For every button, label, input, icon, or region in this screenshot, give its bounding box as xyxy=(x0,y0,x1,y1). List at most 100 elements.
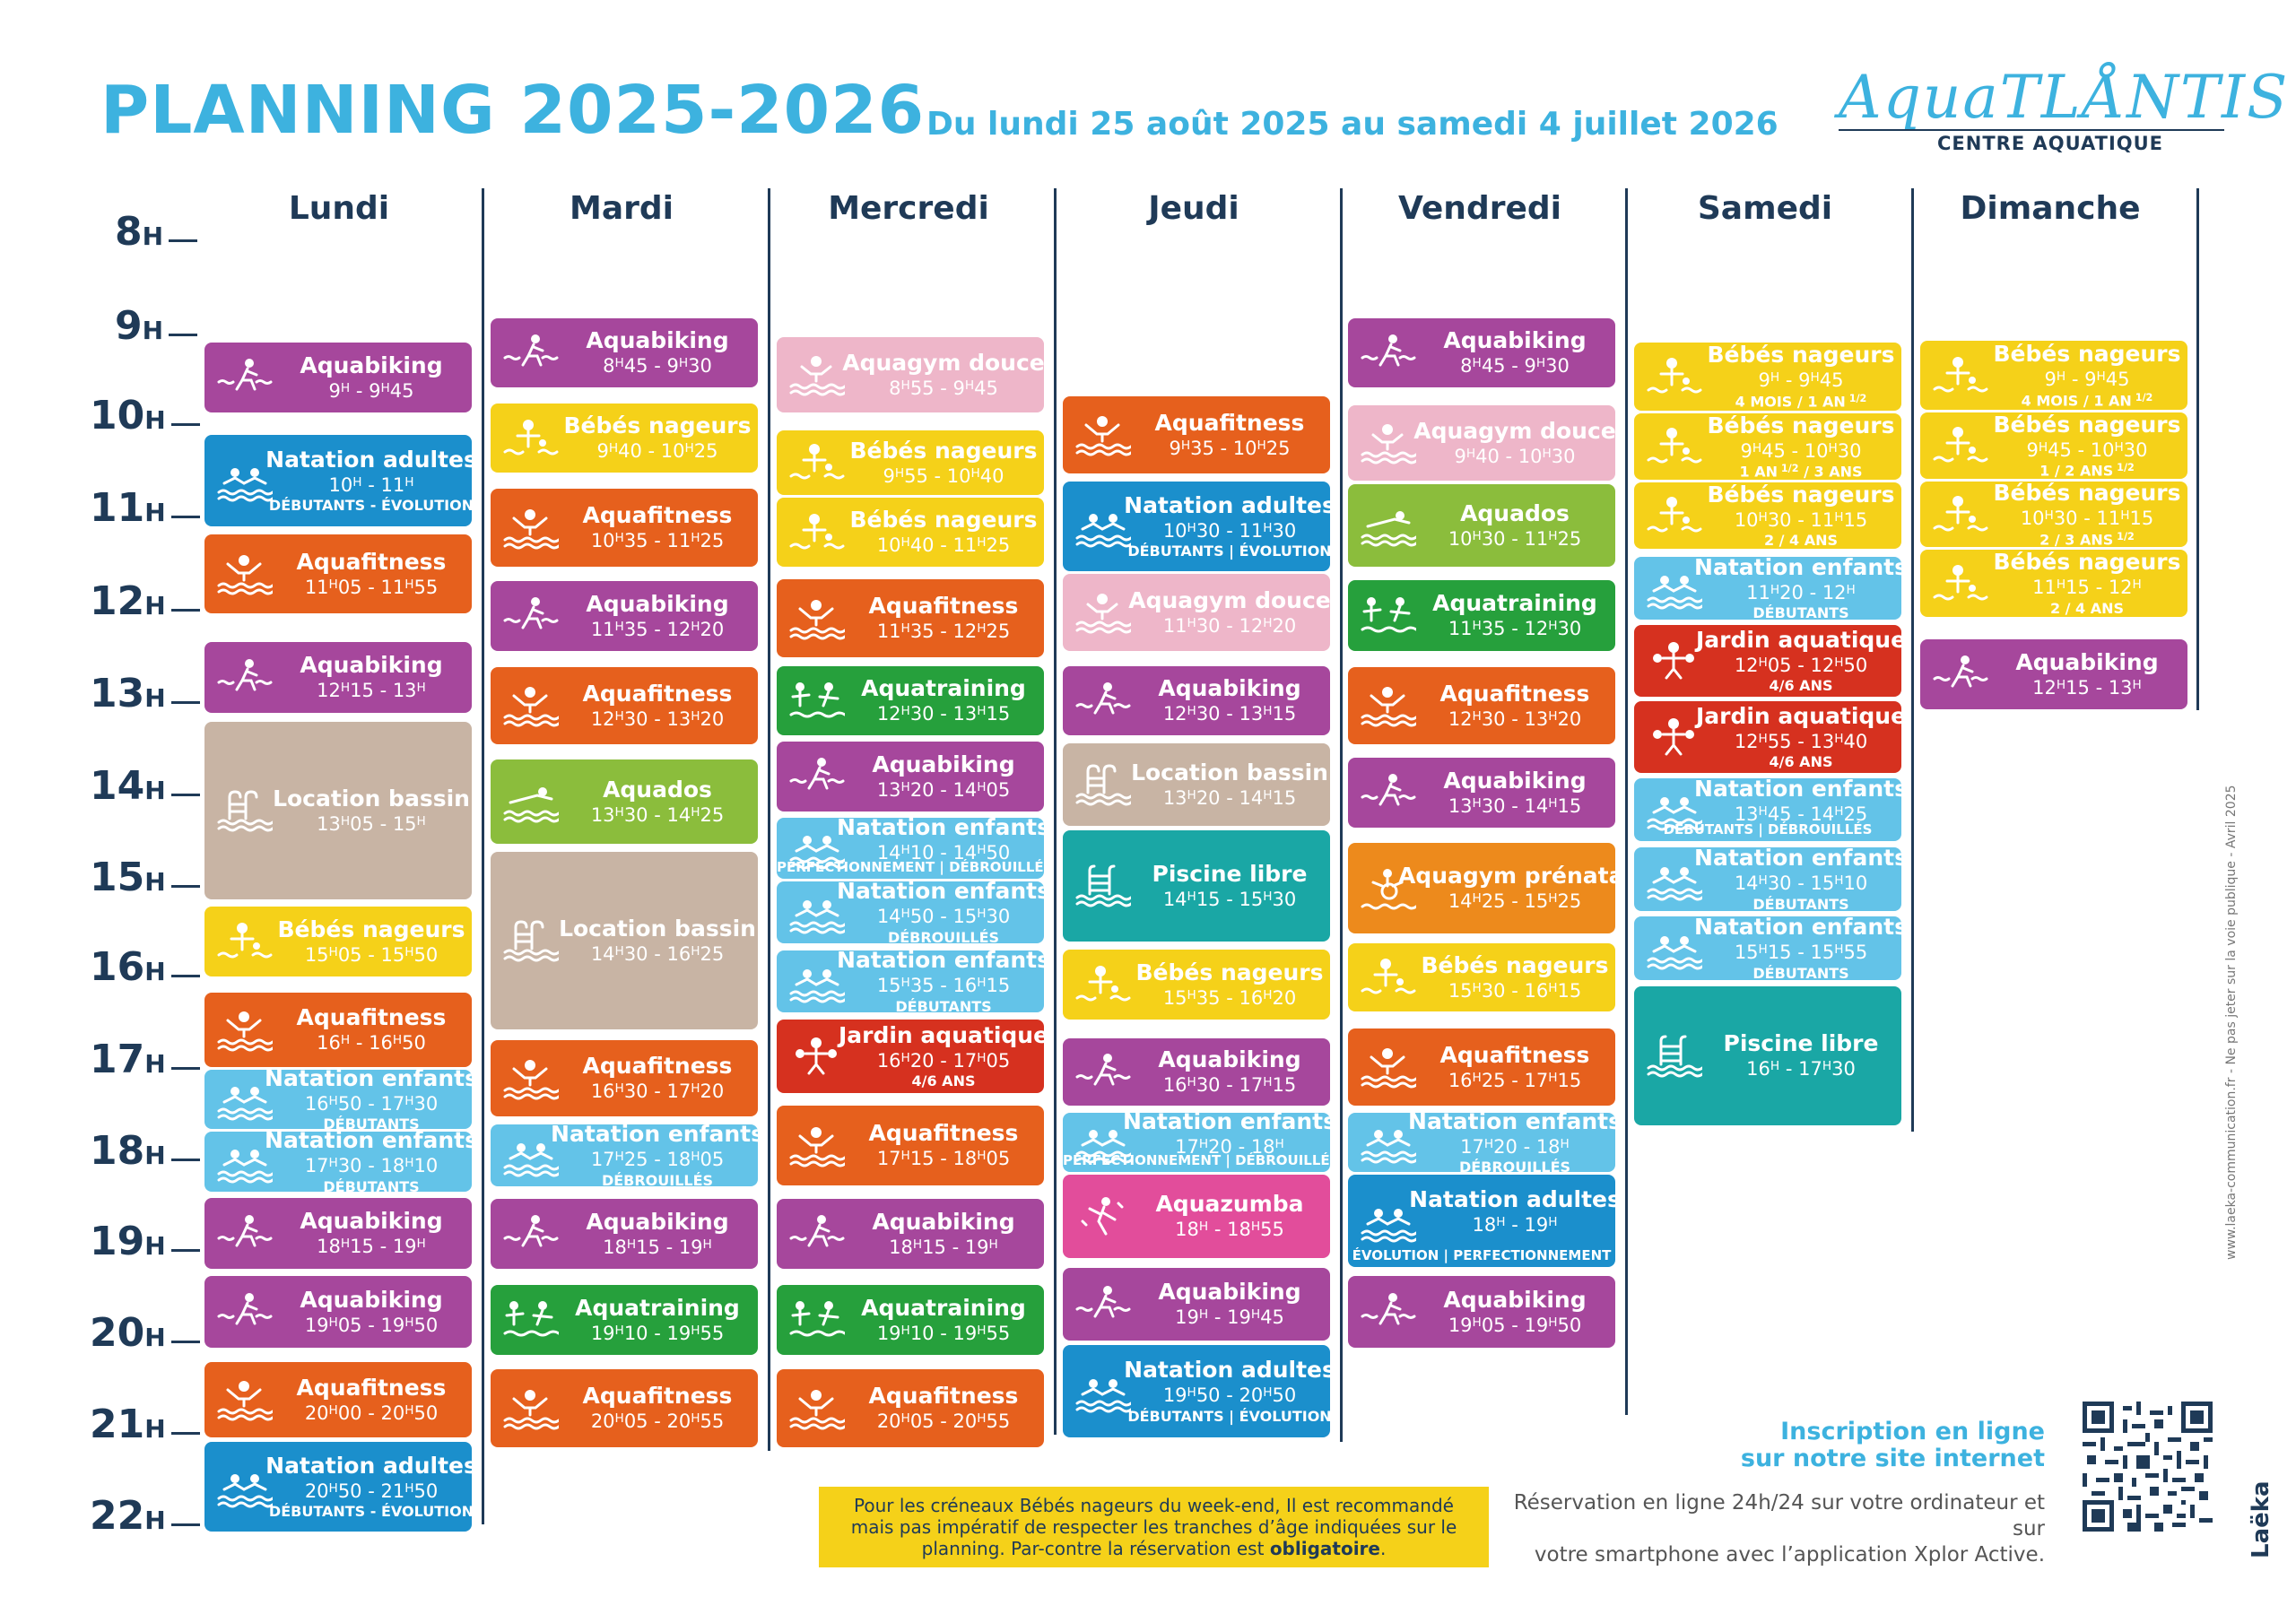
activity-slot[interactable]: Bébés nageurs 11H15 - 12H 2 / 4 ANS xyxy=(1920,550,2187,617)
activity-slot[interactable]: Aquabiking 18H15 - 19H xyxy=(777,1199,1044,1269)
activity-slot[interactable]: Bébés nageurs 9H45 - 10H30 1 AN 1/2 / 3 AN… xyxy=(1634,413,1901,480)
activity-slot[interactable]: Aquatraining 11H35 - 12H30 xyxy=(1348,580,1615,651)
activity-slot[interactable]: Aquafitness 16H - 16H50 xyxy=(204,993,472,1067)
activity-slot[interactable]: Bébés nageurs 15H35 - 16H20 xyxy=(1063,950,1330,1020)
activity-slot[interactable]: Bébés nageurs 9H - 9H45 4 MOIS / 1 AN 1/2 xyxy=(1920,341,2187,410)
activity-slot[interactable]: Natation adultes 20H50 - 21H50 DÉBUTANTS -… xyxy=(204,1442,472,1532)
registration-line: Inscription en ligne xyxy=(1780,1418,2045,1445)
activity-slot[interactable]: Natation enfants 14H50 - 15H30 DÉBROUILLÉS xyxy=(777,881,1044,943)
activity-time: 10H30 - 11H25 xyxy=(1448,527,1582,550)
online-registration-link[interactable]: Inscription en ligne sur notre site inte… xyxy=(1704,1418,2045,1472)
activity-level: PERFECTIONNEMENT | DÉBROUILLÉS xyxy=(777,859,1044,875)
activity-slot[interactable]: Natation enfants 17H30 - 18H10 DÉBUTANTS xyxy=(204,1132,472,1192)
activity-slot[interactable]: Piscine libre 14H15 - 15H30 xyxy=(1063,830,1330,942)
activity-slot[interactable]: Aquabiking 13H30 - 14H15 xyxy=(1348,758,1615,828)
swim-icon xyxy=(215,458,273,503)
activity-name: Aquabiking xyxy=(300,652,443,679)
activity-slot[interactable]: Location bassin 13H05 - 15H xyxy=(204,722,472,899)
activity-name: Aquafitness xyxy=(1154,409,1305,436)
activity-slot[interactable]: Aquafitness 20H00 - 20H50 xyxy=(204,1362,472,1437)
activity-slot[interactable]: Aquafitness 12H30 - 13H20 xyxy=(491,667,758,744)
activity-slot[interactable]: Aquatraining 19H10 - 19H55 xyxy=(491,1285,758,1355)
activity-slot[interactable]: Aquabiking 12H30 - 13H15 xyxy=(1063,666,1330,735)
activity-slot[interactable]: PERFECTIONNEMENT | DÉBROUILLÉS Natation e… xyxy=(777,818,1044,879)
activity-slot[interactable]: Aquagym douce 11H30 - 12H20 xyxy=(1063,574,1330,651)
activity-slot[interactable]: Bébés nageurs 9H45 - 10H30 1 / 2 ANS 1/2 xyxy=(1920,412,2187,479)
activity-slot[interactable]: Jardin aquatique 16H20 - 17H05 4/6 ANS xyxy=(777,1020,1044,1093)
activity-slot[interactable]: Natation enfants 15H35 - 16H15 DÉBUTANTS xyxy=(777,950,1044,1012)
activity-level: 4/6 ANS xyxy=(911,1072,976,1090)
activity-slot[interactable]: Aquafitness 10H35 - 11H25 xyxy=(491,489,758,567)
activity-slot[interactable]: Natation enfants 15H15 - 15H55 DÉBUTANTS xyxy=(1634,916,1901,980)
activity-slot[interactable]: Aquafitness 17H15 - 18H05 xyxy=(777,1106,1044,1185)
activity-slot[interactable]: Jardin aquatique 12H55 - 13H40 4/6 ANS xyxy=(1634,701,1901,773)
activity-slot[interactable]: Natation enfants 14H30 - 15H10 DÉBUTANTS xyxy=(1634,847,1901,911)
activity-slot[interactable]: Aquabiking 18H15 - 19H xyxy=(204,1198,472,1269)
slot-text: Aquagym douce 11H30 - 12H20 xyxy=(1128,574,1330,651)
activity-slot[interactable]: Aquabiking 9H - 9H45 xyxy=(204,343,472,412)
activity-slot[interactable]: DÉBUTANTS | DÉBROUILLÉS Natation enfants 1… xyxy=(1634,778,1901,841)
activity-slot[interactable]: Aquafitness 16H25 - 17H15 xyxy=(1348,1028,1615,1106)
activity-slot[interactable]: Aquabiking 11H35 - 12H20 xyxy=(491,581,758,651)
activity-slot[interactable]: Location bassin 14H30 - 16H25 xyxy=(491,852,758,1029)
slot-text: Aquafitness 17H15 - 18H05 xyxy=(848,1106,1039,1185)
activity-slot[interactable]: Aquagym douce 9H40 - 10H30 xyxy=(1348,405,1615,481)
activity-slot[interactable]: Aquagym douce 8H55 - 9H45 xyxy=(777,337,1044,412)
day-header-mercredi: Mercredi xyxy=(828,190,989,227)
activity-slot[interactable]: Aquatraining 19H10 - 19H55 xyxy=(777,1285,1044,1355)
activity-slot[interactable]: Location bassin 13H20 - 14H15 xyxy=(1063,743,1330,826)
activity-slot[interactable]: Natation enfants 17H20 - 18H DÉBROUILLÉS xyxy=(1348,1113,1615,1172)
activity-slot[interactable]: Aquabiking 12H15 - 13H xyxy=(1920,639,2187,709)
activity-slot[interactable]: Bébés nageurs 9H55 - 10H40 xyxy=(777,430,1044,495)
activity-level: PERFECTIONNEMENT | DÉBROUILLÉS xyxy=(1063,1152,1330,1168)
activity-slot[interactable]: Natation adultes 10H - 11H DÉBUTANTS - ÉVO… xyxy=(204,435,472,526)
activity-slot[interactable]: Bébés nageurs 15H05 - 15H50 xyxy=(204,907,472,976)
activity-slot[interactable]: Aquafitness 20H05 - 20H55 xyxy=(777,1369,1044,1447)
activity-slot[interactable]: Bébés nageurs 9H40 - 10H25 xyxy=(491,404,758,473)
activity-slot[interactable]: Natation enfants 17H25 - 18H05 DÉBROUILLÉS xyxy=(491,1124,758,1186)
activity-slot[interactable]: Aquatraining 12H30 - 13H15 xyxy=(777,666,1044,735)
activity-slot[interactable]: Aquafitness 11H05 - 11H55 xyxy=(204,534,472,613)
activity-slot[interactable]: Bébés nageurs 9H - 9H45 4 MOIS / 1 AN 1/2 xyxy=(1634,343,1901,411)
activity-slot[interactable]: Aquabiking 13H20 - 14H05 xyxy=(777,742,1044,812)
activity-slot[interactable]: Aquagym prénatal 14H25 - 15H25 xyxy=(1348,843,1615,933)
activity-slot[interactable]: Jardin aquatique 12H05 - 12H50 4/6 ANS xyxy=(1634,625,1901,697)
fitness-icon xyxy=(501,506,559,551)
activity-slot[interactable]: Aquabiking 8H45 - 9H30 xyxy=(1348,318,1615,387)
activity-slot[interactable]: Aquafitness 11H35 - 12H25 xyxy=(777,579,1044,657)
activity-slot[interactable]: Aquados 10H30 - 11H25 xyxy=(1348,484,1615,567)
activity-slot[interactable]: Natation enfants 16H50 - 17H30 DÉBUTANTS xyxy=(204,1070,472,1129)
activity-slot[interactable]: Natation adultes 10H30 - 11H30 DÉBUTANTS |… xyxy=(1063,482,1330,571)
activity-slot[interactable]: Bébés nageurs 10H40 - 11H25 xyxy=(777,498,1044,567)
activity-slot[interactable]: ÉVOLUTION | PERFECTIONNEMENT Natation adu… xyxy=(1348,1175,1615,1267)
slot-text: Bébés nageurs 10H40 - 11H25 xyxy=(848,498,1039,567)
activity-slot[interactable]: Aquabiking 8H45 - 9H30 xyxy=(491,318,758,387)
activity-slot[interactable]: Bébés nageurs 15H30 - 16H15 xyxy=(1348,943,1615,1011)
activity-slot[interactable]: Natation adultes 19H50 - 20H50 DÉBUTANTS |… xyxy=(1063,1345,1330,1437)
activity-slot[interactable]: Aquabiking 19H05 - 19H50 xyxy=(1348,1276,1615,1348)
activity-slot[interactable]: Aquazumba 18H - 18H55 xyxy=(1063,1175,1330,1258)
activity-slot[interactable]: Bébés nageurs 10H30 - 11H15 2 / 3 ANS 1/2 xyxy=(1920,482,2187,547)
activity-name: Aquatraining xyxy=(575,1294,740,1321)
fitness-icon xyxy=(501,683,559,728)
activity-slot[interactable]: Aquafitness 9H35 - 10H25 xyxy=(1063,396,1330,473)
activity-slot[interactable]: Aquafitness 20H05 - 20H55 xyxy=(491,1369,758,1447)
activity-slot[interactable]: Bébés nageurs 10H30 - 11H15 2 / 4 ANS xyxy=(1634,482,1901,549)
bike-icon xyxy=(1359,331,1416,376)
activity-slot[interactable]: Natation enfants 11H20 - 12H DÉBUTANTS xyxy=(1634,557,1901,620)
activity-slot[interactable]: Aquabiking 19H05 - 19H50 xyxy=(204,1276,472,1348)
activity-slot[interactable]: Aquados 13H30 - 14H25 xyxy=(491,759,758,844)
qr-code-icon[interactable] xyxy=(2083,1402,2213,1532)
reservation-info: Réservation en ligne 24h/24 sur votre or… xyxy=(1489,1490,2045,1567)
activity-slot[interactable]: Aquabiking 12H15 - 13H xyxy=(204,642,472,713)
activity-slot[interactable]: Aquabiking 16H30 - 17H15 xyxy=(1063,1038,1330,1106)
activity-slot[interactable]: Aquabiking 18H15 - 19H xyxy=(491,1199,758,1269)
activity-slot[interactable]: PERFECTIONNEMENT | DÉBROUILLÉS Natation e… xyxy=(1063,1113,1330,1172)
activity-slot[interactable]: Aquabiking 19H - 19H45 xyxy=(1063,1268,1330,1341)
activity-time: 8H45 - 9H30 xyxy=(603,355,712,378)
activity-slot[interactable]: Piscine libre 16H - 17H30 xyxy=(1634,986,1901,1125)
activity-time: 11H15 - 12H xyxy=(2032,577,2142,599)
activity-slot[interactable]: Aquafitness 16H30 - 17H20 xyxy=(491,1040,758,1116)
activity-slot[interactable]: Aquafitness 12H30 - 13H20 xyxy=(1348,667,1615,744)
hour-label: 22H xyxy=(90,1493,206,1539)
